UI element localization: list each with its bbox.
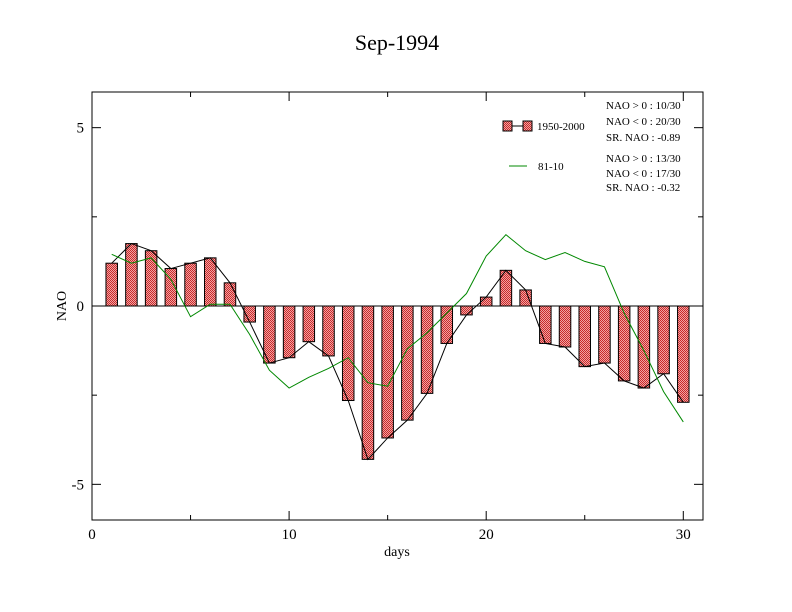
bar-day-2 [125, 243, 138, 307]
stat-1950-2000-sr: SR. NAO : -0.89 [606, 132, 681, 144]
bar-day-29 [657, 305, 670, 375]
bar-day-16 [401, 305, 414, 421]
axes: 0 10 20 30 -5 0 5 [72, 92, 703, 543]
legend-entry-1950-2000: 1950-2000 [502, 120, 585, 133]
line-81-10 [111, 233, 684, 423]
bar-day-25 [578, 305, 591, 368]
x-tick-label-20: 20 [479, 527, 494, 543]
bar-day-1 [105, 262, 118, 307]
x-tick-label-30: 30 [676, 527, 691, 543]
plot-area [92, 233, 703, 461]
y-axis-label: NAO [55, 291, 70, 321]
legend-label-1950-2000: 1950-2000 [537, 121, 585, 133]
x-axis-label: days [384, 545, 410, 560]
bar-day-30 [677, 305, 690, 403]
legend-swatch-right [522, 120, 533, 132]
chart-title: Sep-1994 [355, 30, 439, 55]
legend-swatch-left [502, 120, 513, 132]
bar-day-7 [223, 282, 237, 307]
bar-day-23 [539, 305, 552, 344]
bar-day-28 [637, 305, 651, 389]
bar-day-11 [302, 305, 316, 343]
bar-day-19 [460, 305, 473, 316]
x-tick-label-0: 0 [88, 527, 96, 543]
line-1950-2000 [111, 243, 684, 461]
legend-label-81-10: 81-10 [538, 161, 564, 173]
bar-day-22 [519, 289, 532, 307]
legend-entry-81-10: 81-10 [509, 161, 564, 173]
stat-81-10-positive: NAO > 0 : 13/30 [606, 153, 681, 165]
y-tick-label-5: 5 [77, 121, 85, 137]
bar-day-5 [184, 262, 197, 307]
bar-day-24 [558, 305, 572, 348]
bar-day-6 [204, 257, 217, 307]
legend: 1950-2000 81-10 NAO > 0 : 10/30 NAO < 0 … [502, 100, 681, 194]
stat-1950-2000-negative: NAO < 0 : 20/30 [606, 116, 681, 128]
y-tick-label--5: -5 [72, 477, 85, 493]
bar-day-26 [598, 305, 611, 364]
bar-day-15 [381, 305, 394, 439]
x-tick-label-10: 10 [282, 527, 297, 543]
y-tick-label-0: 0 [77, 299, 85, 315]
bar-day-27 [617, 305, 631, 382]
stat-81-10-negative: NAO < 0 : 17/30 [606, 168, 681, 180]
bar-day-12 [322, 305, 335, 357]
bar-day-17 [420, 305, 434, 394]
bar-day-13 [341, 305, 355, 402]
stat-81-10-sr: SR. NAO : -0.32 [606, 182, 680, 194]
stat-1950-2000-positive: NAO > 0 : 10/30 [606, 100, 681, 112]
bar-day-20 [479, 296, 493, 307]
bar-day-10 [282, 305, 296, 359]
